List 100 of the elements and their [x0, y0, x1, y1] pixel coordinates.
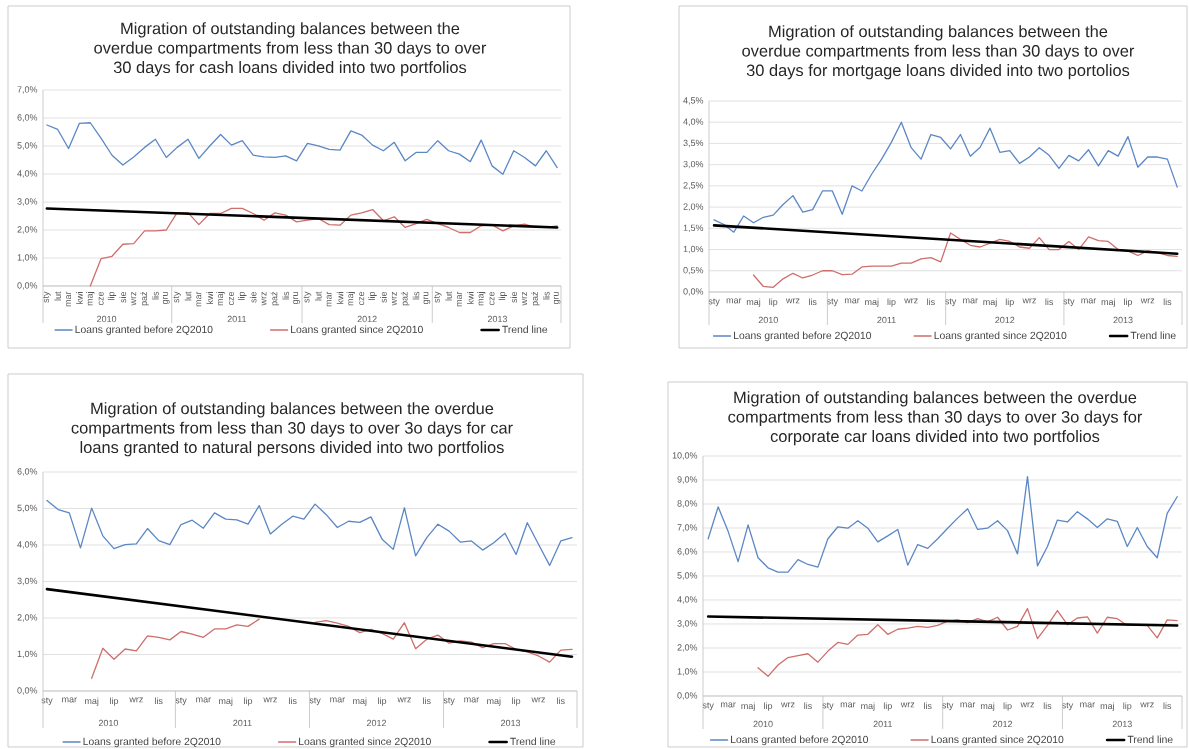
x-tick-label: maj [983, 298, 997, 307]
legend-label: Trend line [1127, 735, 1173, 744]
text: 2013 [1113, 316, 1133, 324]
chart-title: Migration of outstanding balances between the overdue compartments from less than 30 days to over 30 days for cash loans divided into two portfolios [94, 22, 487, 77]
x-tick-label: wrz [1140, 298, 1155, 304]
x-tick-label: sty [702, 702, 714, 711]
chart-title: Migration of outstanding balances between the overdue compartments from less than 30 days to over 3o days for car loans granted to natural persons divided into two portfolios [71, 402, 513, 457]
line-series [713, 121, 1178, 233]
y-tick-label: 0,0% [17, 687, 38, 695]
x-tick-label: sty [822, 702, 834, 711]
x-tick-label: sty [43, 291, 51, 303]
x-tick-label: sty [942, 702, 954, 711]
x-tick-label: maj [746, 298, 761, 307]
x-tick-label: wrz [1140, 702, 1154, 708]
x-tick-label: lis [1163, 702, 1172, 710]
line-series [707, 475, 1178, 573]
x-tick-label: lis [927, 298, 935, 306]
x-tick-label: mar [456, 291, 462, 307]
x-tick-label: mar [464, 697, 480, 703]
x-tick-label: lip [368, 291, 377, 300]
x-tick-label: sty [173, 291, 181, 303]
x-tick-label: sty [826, 298, 839, 307]
y-tick-label: 5,0% [677, 572, 698, 580]
x-tick-label: paź [531, 291, 540, 306]
x-tick-label: paź [270, 291, 280, 306]
x-tick-label: lip [107, 291, 117, 300]
y-tick-label: 2,0% [683, 203, 704, 211]
legend-label: Loans granted since 2Q2010 [291, 325, 423, 336]
x-tick-label: kwi [206, 292, 213, 304]
y-tick-label: 3,0% [17, 198, 38, 206]
x-tick-label: gru [293, 292, 300, 305]
text: 2012 [366, 719, 387, 727]
x-tick-label: maj [861, 702, 875, 711]
x-tick-label: maj [216, 292, 225, 306]
x-tick-label: maj [346, 292, 356, 306]
text: 2011 [233, 719, 252, 727]
y-tick-label: 7,0% [17, 86, 38, 94]
y-tick-label: 6,0% [17, 114, 38, 122]
x-tick-label: lip [378, 697, 387, 706]
legend-label: Loans granted before 2Q2010 [734, 331, 872, 342]
x-tick-label: lip [512, 697, 521, 706]
x-tick-label: wrz [900, 702, 915, 708]
x-tick-label: mar [66, 291, 72, 307]
y-tick-label: 4,0% [17, 170, 38, 178]
x-tick-label: lis [804, 702, 812, 710]
y-tick-label: 2,5% [683, 182, 704, 190]
x-tick-label: wrz [263, 697, 277, 703]
x-tick-label: sty [175, 697, 187, 706]
legend-label: Loans granted before 2Q2010 [83, 737, 221, 748]
x-tick-label: sty [433, 291, 442, 303]
x-tick-label: mar [62, 697, 77, 703]
x-tick-label: wrz [781, 702, 795, 708]
x-tick-label: sty [708, 298, 720, 307]
x-tick-label: maj [85, 697, 99, 706]
y-tick-label: 8,0% [677, 500, 698, 508]
x-tick-label: mar [196, 697, 211, 703]
y-tick-label: 2,0% [677, 644, 698, 652]
y-tick-label: 4,5% [683, 97, 704, 105]
x-tick-label: lut [445, 291, 452, 301]
y-tick-label: 3,5% [683, 139, 704, 148]
y-tick-label: 3,0% [677, 620, 698, 628]
x-tick-label: wrz [522, 291, 527, 306]
x-tick-label: lip [769, 298, 778, 307]
text: 2012 [357, 315, 377, 323]
x-tick-label: lis [152, 291, 159, 300]
x-tick-label: wrz [531, 697, 545, 703]
x-tick-label: mar [726, 298, 742, 304]
line-series [757, 607, 1178, 677]
x-tick-label: lis [155, 697, 163, 705]
x-tick-label: kwi [76, 292, 83, 304]
y-tick-label: 2,0% [17, 614, 38, 622]
x-tick-label: gru [423, 292, 431, 305]
text: 2010 [97, 315, 117, 323]
x-tick-label: mar [960, 702, 976, 708]
y-tick-label: 9,0% [677, 476, 698, 484]
y-tick-label: 5,0% [17, 142, 38, 150]
text: 2012 [993, 720, 1013, 728]
x-tick-label: wrz [129, 697, 143, 703]
text: 2011 [877, 316, 896, 324]
x-tick-label: lip [238, 291, 247, 300]
text: 2013 [1112, 720, 1132, 728]
text: 2011 [227, 315, 247, 323]
x-tick-label: maj [1101, 298, 1115, 307]
x-tick-label: lip [883, 702, 892, 711]
legend-label: Loans granted since 2Q2010 [299, 737, 431, 748]
x-tick-label: maj [86, 292, 95, 306]
text: 2011 [873, 720, 892, 728]
x-tick-label: sty [303, 291, 312, 303]
x-tick-label: maj [353, 697, 367, 706]
line-series [46, 122, 558, 175]
x-tick-label: mar [330, 697, 345, 703]
x-tick-label: sty [41, 697, 53, 706]
x-tick-label: paź [140, 291, 149, 306]
y-tick-label: 6,0% [17, 468, 38, 476]
x-tick-label: wrz [1020, 702, 1035, 708]
x-tick-label: mar [1080, 702, 1095, 708]
x-tick-label: lis [543, 291, 550, 300]
legend-label: Loans granted before 2Q2010 [75, 325, 213, 336]
line-series [46, 499, 573, 567]
x-tick-label: lis [557, 697, 565, 705]
